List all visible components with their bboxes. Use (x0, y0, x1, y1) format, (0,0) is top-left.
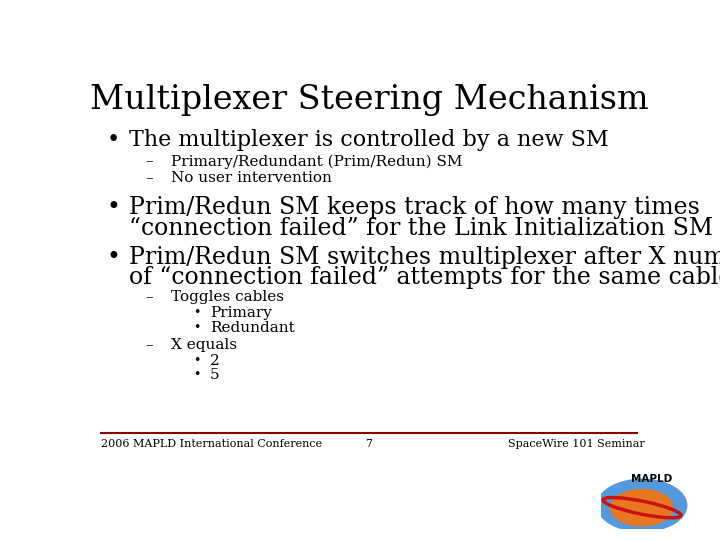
Text: –: – (145, 171, 153, 185)
Circle shape (598, 480, 687, 531)
Text: Prim/Redun SM keeps track of how many times: Prim/Redun SM keeps track of how many ti… (129, 196, 700, 219)
Text: •: • (107, 246, 121, 269)
Text: The multiplexer is controlled by a new SM: The multiplexer is controlled by a new S… (129, 129, 608, 151)
Text: –: – (145, 339, 153, 353)
Text: Primary/Redundant (Prim/Redun) SM: Primary/Redundant (Prim/Redun) SM (171, 154, 462, 168)
Text: Primary: Primary (210, 306, 272, 320)
Text: Prim/Redun SM switches multiplexer after X number: Prim/Redun SM switches multiplexer after… (129, 246, 720, 269)
Text: 2006 MAPLD International Conference: 2006 MAPLD International Conference (101, 439, 323, 449)
Text: –: – (145, 290, 153, 304)
Circle shape (611, 489, 673, 526)
Text: •: • (193, 306, 201, 319)
Text: MAPLD: MAPLD (631, 474, 672, 484)
Text: X equals: X equals (171, 339, 237, 353)
Text: Redundant: Redundant (210, 321, 294, 334)
Text: No user intervention: No user intervention (171, 171, 332, 185)
Text: “connection failed” for the Link Initialization SM: “connection failed” for the Link Initial… (129, 217, 714, 240)
Text: •: • (107, 129, 120, 151)
Text: •: • (193, 321, 201, 334)
Text: Toggles cables: Toggles cables (171, 290, 284, 304)
Text: 2: 2 (210, 354, 220, 368)
Text: •: • (107, 196, 121, 219)
Text: 5: 5 (210, 368, 220, 382)
Text: •: • (193, 368, 201, 381)
Text: •: • (193, 354, 201, 367)
Text: Multiplexer Steering Mechanism: Multiplexer Steering Mechanism (90, 84, 648, 116)
Text: SpaceWire 101 Seminar: SpaceWire 101 Seminar (508, 439, 645, 449)
Text: –: – (145, 154, 153, 168)
Text: of “connection failed” attempts for the same cable: of “connection failed” attempts for the … (129, 266, 720, 289)
Text: 7: 7 (366, 439, 372, 449)
